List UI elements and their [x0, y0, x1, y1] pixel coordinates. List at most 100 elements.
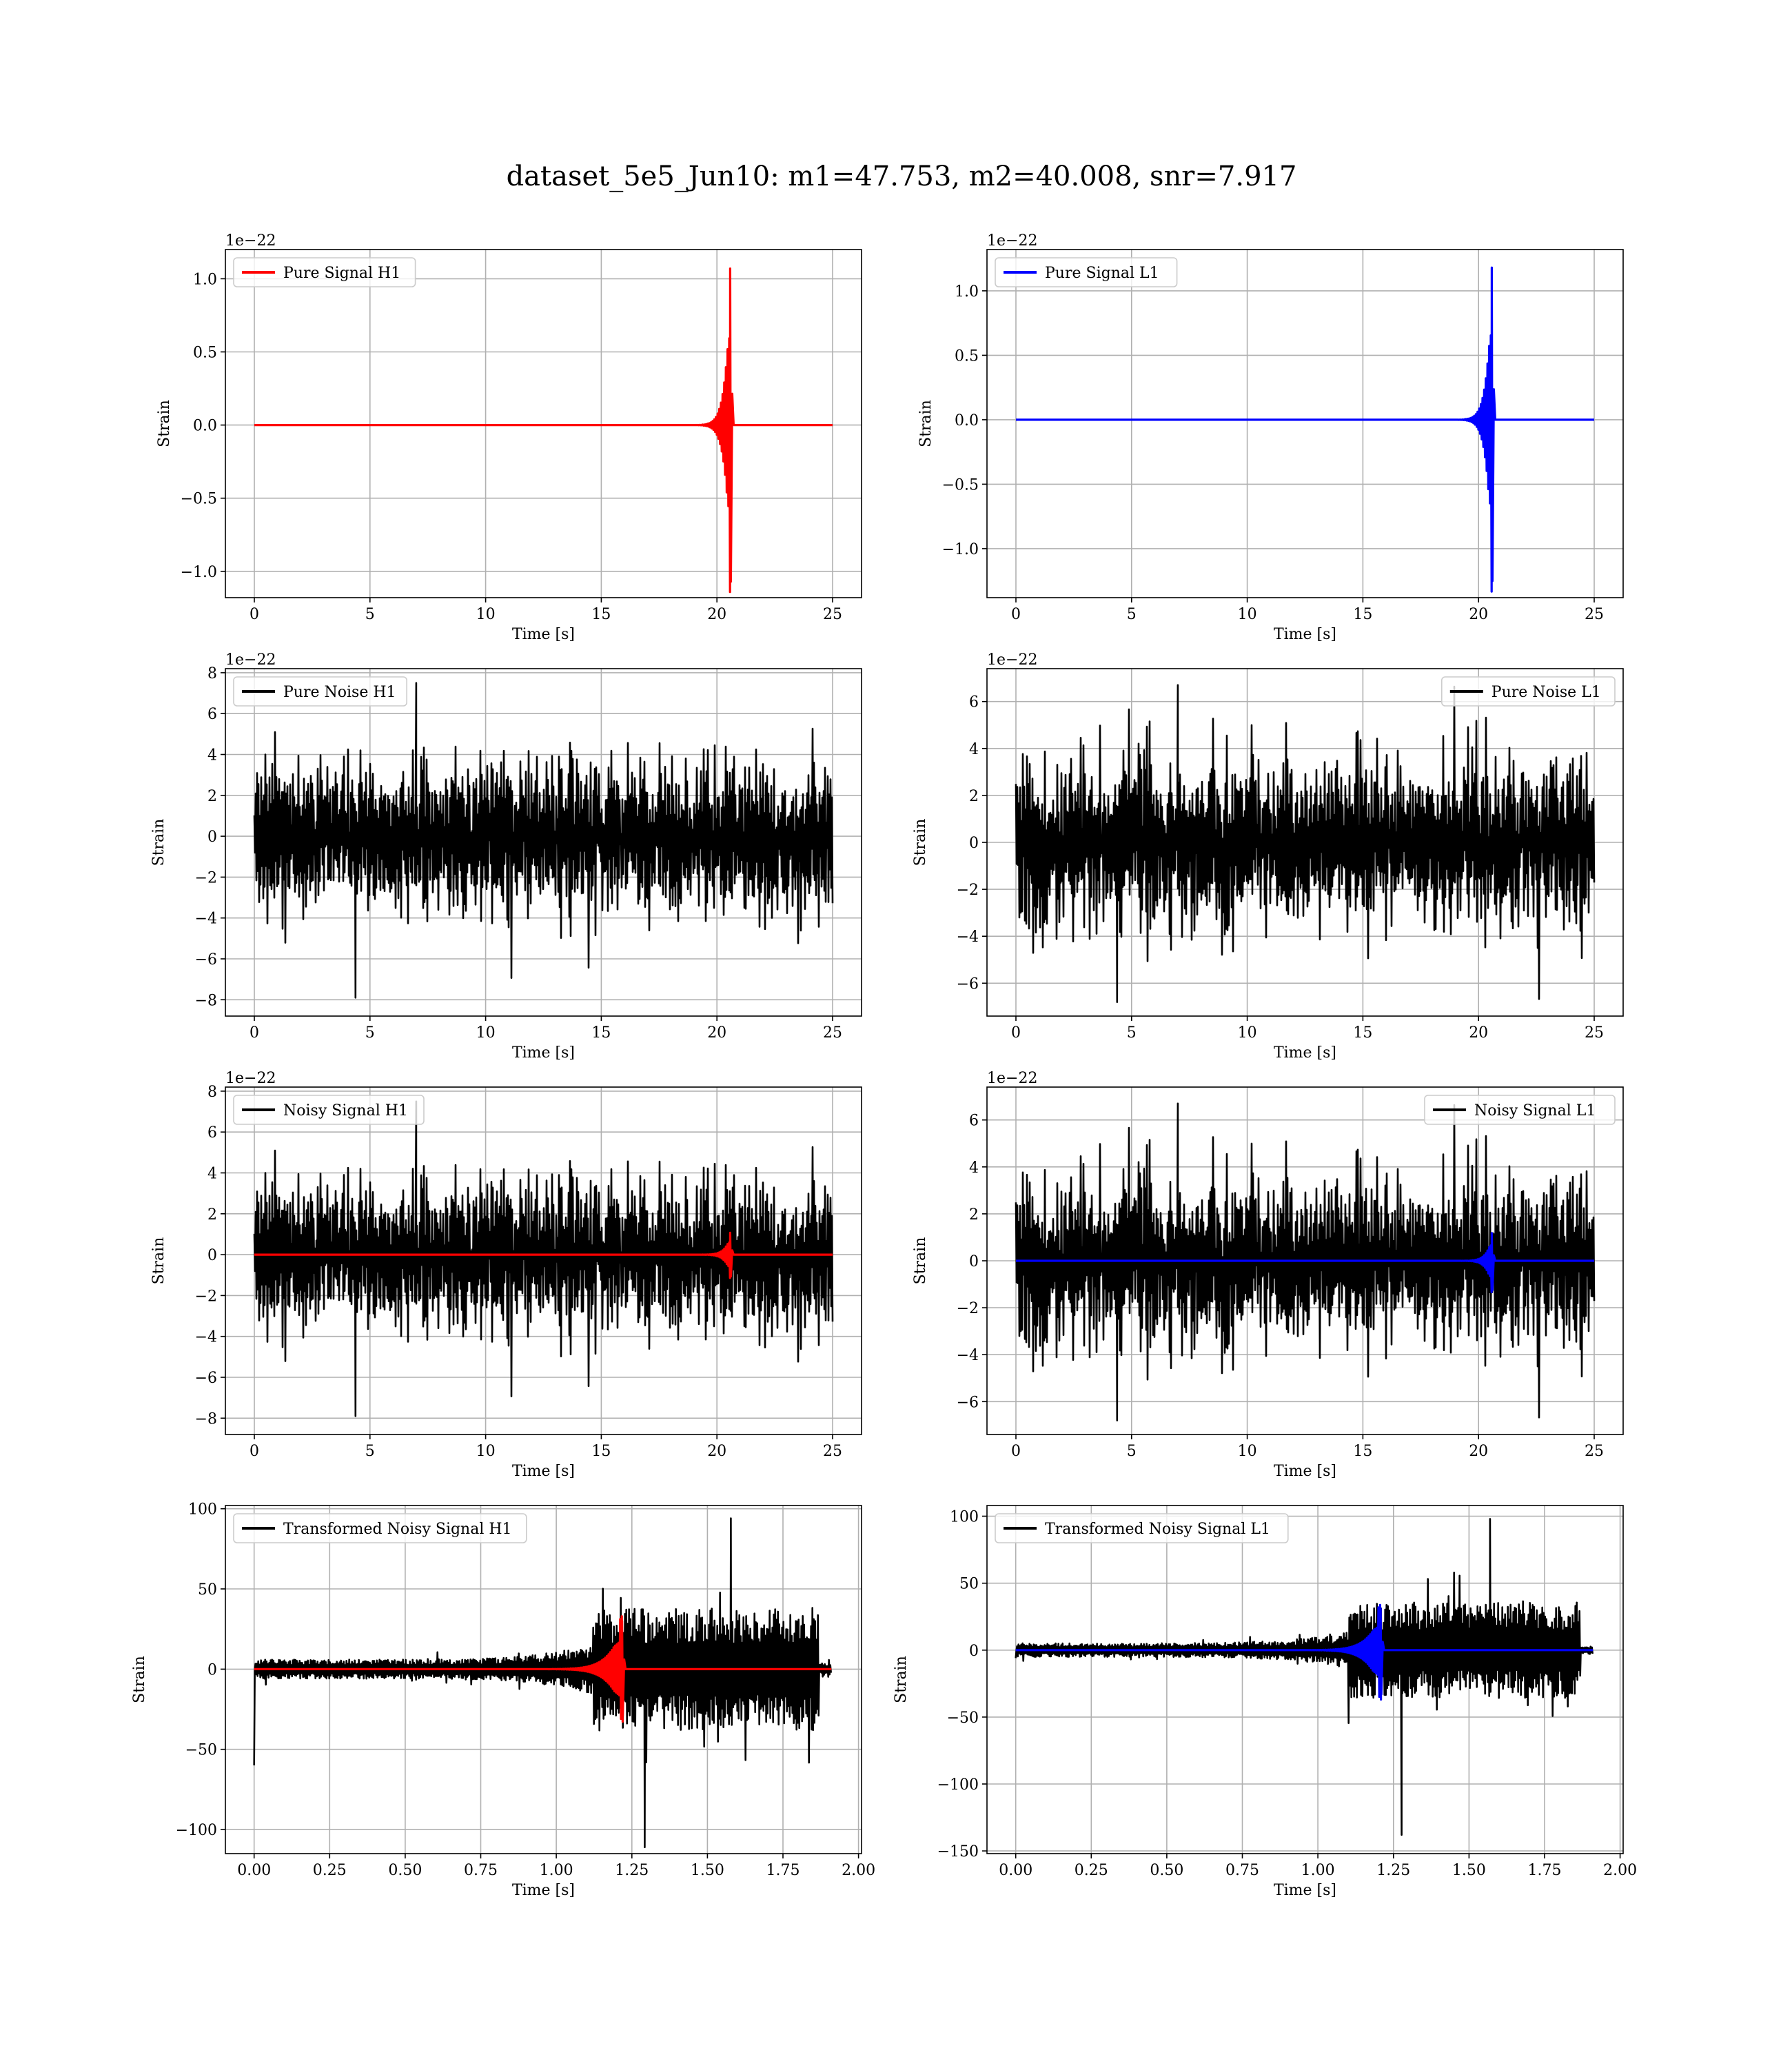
x-tick-label: 5	[1127, 1443, 1137, 1460]
series-line-noise	[253, 682, 834, 999]
x-tick-label: 1.25	[615, 1862, 649, 1879]
series-line-signal	[1016, 266, 1594, 593]
axes-frame	[225, 1086, 862, 1435]
y-tick-label: −4	[957, 929, 979, 946]
y-tick-label: −6	[195, 951, 217, 969]
y-axis-label: Strain	[917, 400, 935, 447]
panel-pure-signal-l1: 0 5 10 15 20 25 −1.0 −0.5 0.0 0.5 1.0 Time [s] Strai…	[917, 232, 1624, 643]
x-tick-label: 10	[1238, 1443, 1257, 1460]
x-tick-label: 0	[1011, 1024, 1021, 1042]
y-tick-label: 0.5	[193, 345, 217, 362]
x-tick-label: 0.25	[1075, 1862, 1108, 1879]
x-tick-label: 15	[1353, 1443, 1372, 1460]
y-tick-label: 0	[207, 1247, 217, 1264]
figure-title: dataset_5e5_Jun10: m1=47.753, m2=40.008,…	[507, 161, 1297, 192]
x-tick-label: 2.00	[1603, 1862, 1637, 1879]
y-tick-label: 4	[207, 747, 217, 764]
y-tick-label: −2	[957, 882, 979, 899]
legend-label: Pure Signal H1	[283, 265, 400, 282]
series-line-signal	[254, 267, 833, 594]
x-tick-label: 0	[250, 1443, 259, 1460]
axes-frame	[225, 668, 862, 1017]
x-tick-label: 0.50	[1150, 1862, 1183, 1879]
y-tick-label: 2	[207, 788, 217, 805]
panel-transformed-noisy-signal-l1: 0.00 0.25 0.50 0.75 1.00 1.25 1.50 1.75 2.00 −150…	[893, 1505, 1637, 1899]
x-tick-label: 0	[1011, 606, 1021, 623]
y-tick-label: 50	[198, 1581, 217, 1599]
y-tick-label: 0	[207, 1661, 217, 1679]
legend: Pure Signal L1	[995, 257, 1178, 287]
y-tick-label: −6	[957, 975, 979, 993]
plot-area	[1015, 684, 1596, 1003]
y-tick-label: −6	[195, 1370, 217, 1387]
y-tick-label: −2	[195, 869, 217, 886]
y-tick-label: −4	[195, 1329, 217, 1346]
legend-label: Pure Signal L1	[1045, 265, 1159, 282]
y-tick-label: −6	[957, 1394, 979, 1411]
x-tick-label: 1.50	[691, 1862, 724, 1879]
y-tick-label: 4	[207, 1166, 217, 1183]
x-tick-label: 1.25	[1376, 1862, 1410, 1879]
y-tick-label: −0.5	[181, 491, 217, 508]
y-tick-label: −2	[957, 1300, 979, 1317]
x-tick-label: 5	[1127, 1024, 1137, 1042]
y-tick-label: 0	[969, 1253, 979, 1270]
x-tick-label: 5	[365, 1443, 375, 1460]
y-tick-label: −0.5	[942, 476, 979, 494]
y-axis-label: Strain	[156, 400, 173, 447]
axes-frame	[986, 249, 1624, 598]
panel-pure-noise-h1: 0 5 10 15 20 25 −8 −6 −4 −2 0 2 4 6 8 Time [s] Strain 1e−…	[150, 651, 862, 1062]
x-tick-label: 15	[591, 606, 611, 623]
legend: Transformed Noisy Signal L1	[995, 1513, 1289, 1543]
axes-frame	[225, 249, 862, 598]
y-tick-label: −1.0	[181, 564, 217, 581]
x-axis-label: Time [s]	[1274, 1882, 1336, 1899]
y-tick-label: 2	[969, 1206, 979, 1224]
x-tick-label: 15	[1353, 606, 1372, 623]
y-tick-label: 0.0	[193, 418, 217, 435]
panel-pure-signal-h1: 0 5 10 15 20 25 −1.0 −0.5 0.0 0.5 1.0 Time [s] Strai…	[156, 232, 862, 643]
series-line-noise	[1015, 684, 1596, 1003]
x-tick-label: 25	[1585, 606, 1604, 623]
panel-transformed-noisy-signal-h1: 0.00 0.25 0.50 0.75 1.00 1.25 1.50 1.75 2.00 −100…	[131, 1501, 875, 1899]
legend-label: Transformed Noisy Signal L1	[1045, 1521, 1270, 1538]
legend-box	[233, 257, 416, 287]
legend: Pure Noise H1	[233, 676, 407, 707]
x-tick-label: 10	[476, 1024, 496, 1042]
x-tick-label: 20	[707, 606, 726, 623]
legend-label: Transformed Noisy Signal H1	[283, 1521, 512, 1538]
legend-label: Noisy Signal L1	[1474, 1102, 1596, 1119]
x-tick-label: 25	[823, 1024, 842, 1042]
y-axis-label: Strain	[912, 819, 929, 866]
axes-frame	[986, 1505, 1624, 1854]
y-tick-label: 2	[207, 1206, 217, 1224]
x-axis-label: Time [s]	[512, 626, 575, 643]
legend-box	[995, 257, 1178, 287]
grid	[225, 250, 862, 598]
y-axis-label: Strain	[150, 819, 167, 866]
x-tick-label: 15	[591, 1443, 611, 1460]
y-tick-label: 0.5	[955, 347, 979, 365]
panel-pure-noise-l1: 0 5 10 15 20 25 −6 −4 −2 0 2 4 6 Time [s] Strain 1e−22 P…	[912, 651, 1624, 1062]
y-tick-label: 0	[207, 829, 217, 846]
y-tick-label: −100	[176, 1822, 217, 1839]
legend: Transformed Noisy Signal H1	[233, 1513, 527, 1543]
x-axis-label: Time [s]	[1274, 1463, 1336, 1480]
x-tick-label: 20	[1469, 1443, 1488, 1460]
y-tick-label: 100	[188, 1501, 217, 1519]
x-tick-label: 1.00	[540, 1862, 573, 1879]
y-axis-label: Strain	[131, 1656, 148, 1703]
y-tick-label: 1.0	[955, 283, 979, 301]
legend-label: Pure Noise L1	[1491, 684, 1601, 701]
y-tick-label: 8	[207, 1084, 217, 1101]
legend: Noisy Signal H1	[233, 1095, 425, 1125]
y-tick-label: 6	[969, 1113, 979, 1130]
plot-area	[1015, 1102, 1596, 1421]
legend-box	[995, 1513, 1289, 1543]
y-tick-label: 4	[969, 1159, 979, 1177]
x-tick-label: 0	[1011, 1443, 1021, 1460]
x-tick-label: 0.75	[464, 1862, 498, 1879]
y-tick-label: 8	[207, 665, 217, 682]
x-tick-label: 0	[250, 606, 259, 623]
